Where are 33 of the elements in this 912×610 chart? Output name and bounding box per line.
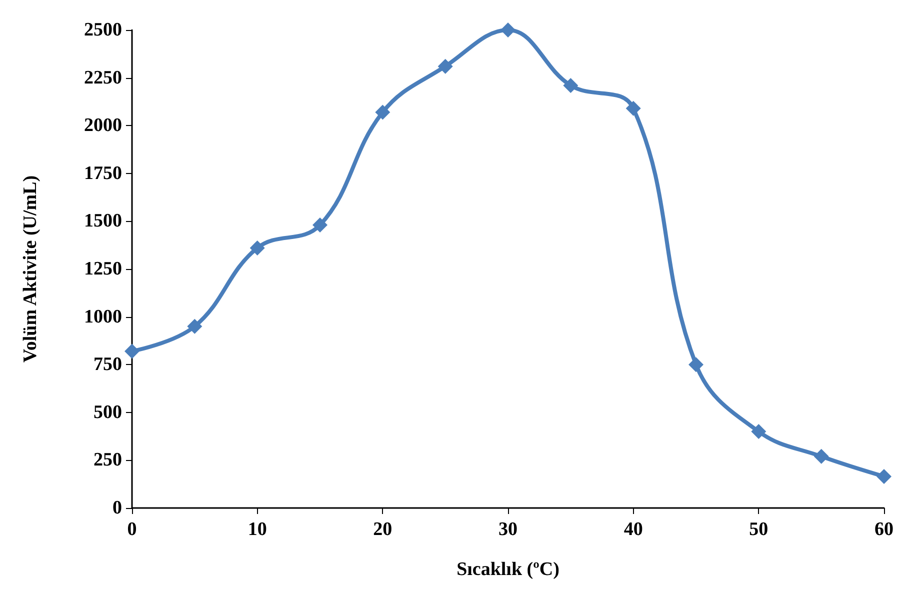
point	[187, 318, 202, 334]
y-tick-label: 500	[94, 402, 122, 423]
point	[626, 100, 641, 116]
y-tick-label: 1750	[84, 162, 122, 184]
y-tick-label: 0	[112, 498, 122, 518]
point	[375, 104, 390, 120]
y-tick-label: 2000	[84, 115, 122, 136]
x-axis-title: Sıcaklık (ºC)	[456, 559, 560, 580]
x-tick-label: 40	[624, 519, 643, 540]
y-tick-label: 1500	[84, 210, 122, 232]
x-tick-label: 0	[127, 519, 137, 540]
point	[250, 240, 265, 256]
x-tick-label: 20	[373, 519, 392, 540]
y-tick-label: 1000	[84, 306, 122, 328]
y-tick-label: 250	[94, 450, 122, 471]
y-tick-label: 2250	[84, 67, 122, 88]
x-tick-label: 30	[498, 519, 518, 540]
point	[500, 22, 516, 38]
point	[876, 468, 892, 484]
point	[751, 424, 766, 440]
x-tick-label: 10	[248, 519, 267, 540]
point	[814, 448, 829, 464]
point	[438, 58, 453, 74]
point	[563, 78, 578, 93]
point	[124, 344, 140, 359]
point	[688, 357, 704, 372]
x-tick-label: 60	[874, 519, 894, 540]
x-tick-label: 50	[749, 519, 768, 540]
y-tick-label: 750	[94, 354, 122, 376]
y-tick-label: 1250	[84, 258, 122, 280]
y-axis-title: Volüm Aktivite (U/mL)	[20, 175, 41, 363]
y-tick-label: 2500	[84, 20, 122, 40]
point	[312, 218, 328, 233]
